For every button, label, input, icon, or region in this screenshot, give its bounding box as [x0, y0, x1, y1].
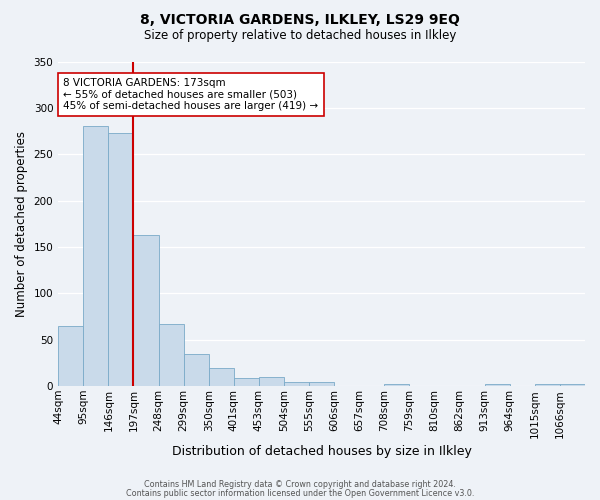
Bar: [209, 368, 234, 386]
Text: 8, VICTORIA GARDENS, ILKLEY, LS29 9EQ: 8, VICTORIA GARDENS, ILKLEY, LS29 9EQ: [140, 12, 460, 26]
Bar: [309, 382, 334, 386]
Bar: [234, 378, 259, 386]
Bar: [385, 384, 409, 386]
Bar: [133, 235, 158, 386]
Bar: [259, 377, 284, 386]
Bar: [158, 324, 184, 386]
Bar: [284, 382, 309, 386]
Bar: [560, 384, 585, 386]
Text: Contains HM Land Registry data © Crown copyright and database right 2024.: Contains HM Land Registry data © Crown c…: [144, 480, 456, 489]
Bar: [485, 384, 510, 386]
Bar: [109, 133, 133, 386]
Bar: [184, 354, 209, 386]
Bar: [58, 326, 83, 386]
Text: Contains public sector information licensed under the Open Government Licence v3: Contains public sector information licen…: [126, 488, 474, 498]
X-axis label: Distribution of detached houses by size in Ilkley: Distribution of detached houses by size …: [172, 444, 472, 458]
Y-axis label: Number of detached properties: Number of detached properties: [15, 131, 28, 317]
Bar: [83, 126, 109, 386]
Text: Size of property relative to detached houses in Ilkley: Size of property relative to detached ho…: [144, 29, 456, 42]
Text: 8 VICTORIA GARDENS: 173sqm
← 55% of detached houses are smaller (503)
45% of sem: 8 VICTORIA GARDENS: 173sqm ← 55% of deta…: [64, 78, 319, 111]
Bar: [535, 384, 560, 386]
